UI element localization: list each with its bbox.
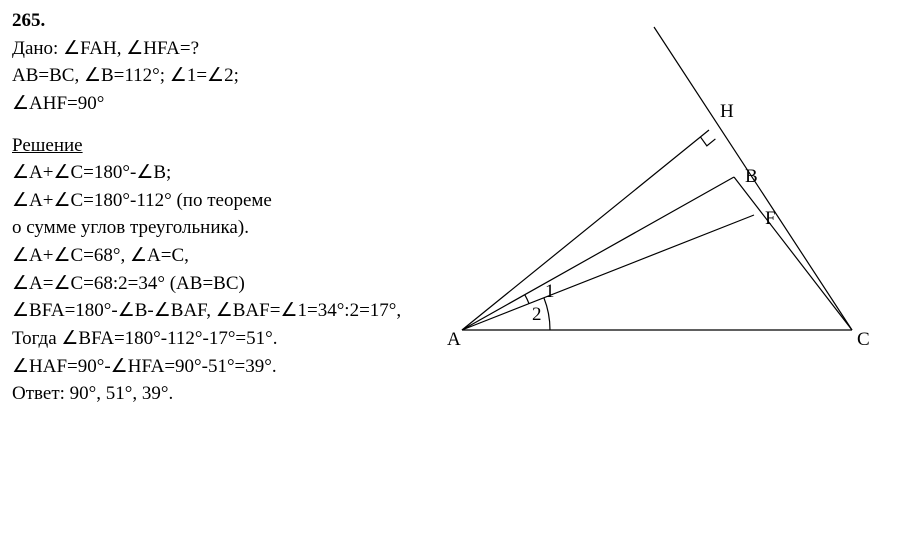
text-block: 265. Дано: ∠FAH, ∠HFA=? AB=BC, ∠B=112°; …	[12, 8, 432, 296]
solution-heading: Решение	[12, 133, 432, 159]
given-line-2: AB=BC, ∠B=112°; ∠1=∠2;	[12, 63, 432, 89]
problem-number: 265.	[12, 8, 432, 34]
triangle-diagram: A C BF H 12	[432, 0, 892, 370]
svg-text:2: 2	[532, 304, 542, 325]
svg-text:F: F	[765, 208, 776, 229]
given-line-3: ∠AHF=90°	[12, 91, 432, 117]
given-line-1: Дано: ∠FAH, ∠HFA=?	[12, 36, 432, 62]
solution-line-1: ∠A+∠C=180°-∠B;	[12, 160, 432, 186]
svg-text:C: C	[857, 329, 870, 350]
answer-line: Ответ: 90°, 51°, 39°.	[12, 381, 892, 407]
solution-line-5: ∠A=∠C=68:2=34° (AB=BC)	[12, 271, 432, 297]
solution-line-3: о сумме углов треугольника).	[12, 215, 432, 241]
svg-text:1: 1	[545, 281, 555, 302]
svg-text:H: H	[720, 101, 734, 122]
solution-line-4: ∠A+∠C=68°, ∠A=C,	[12, 243, 432, 269]
solution-line-2: ∠A+∠C=180°-112° (по теореме	[12, 188, 432, 214]
svg-text:A: A	[447, 329, 461, 350]
svg-text:B: B	[745, 166, 758, 187]
